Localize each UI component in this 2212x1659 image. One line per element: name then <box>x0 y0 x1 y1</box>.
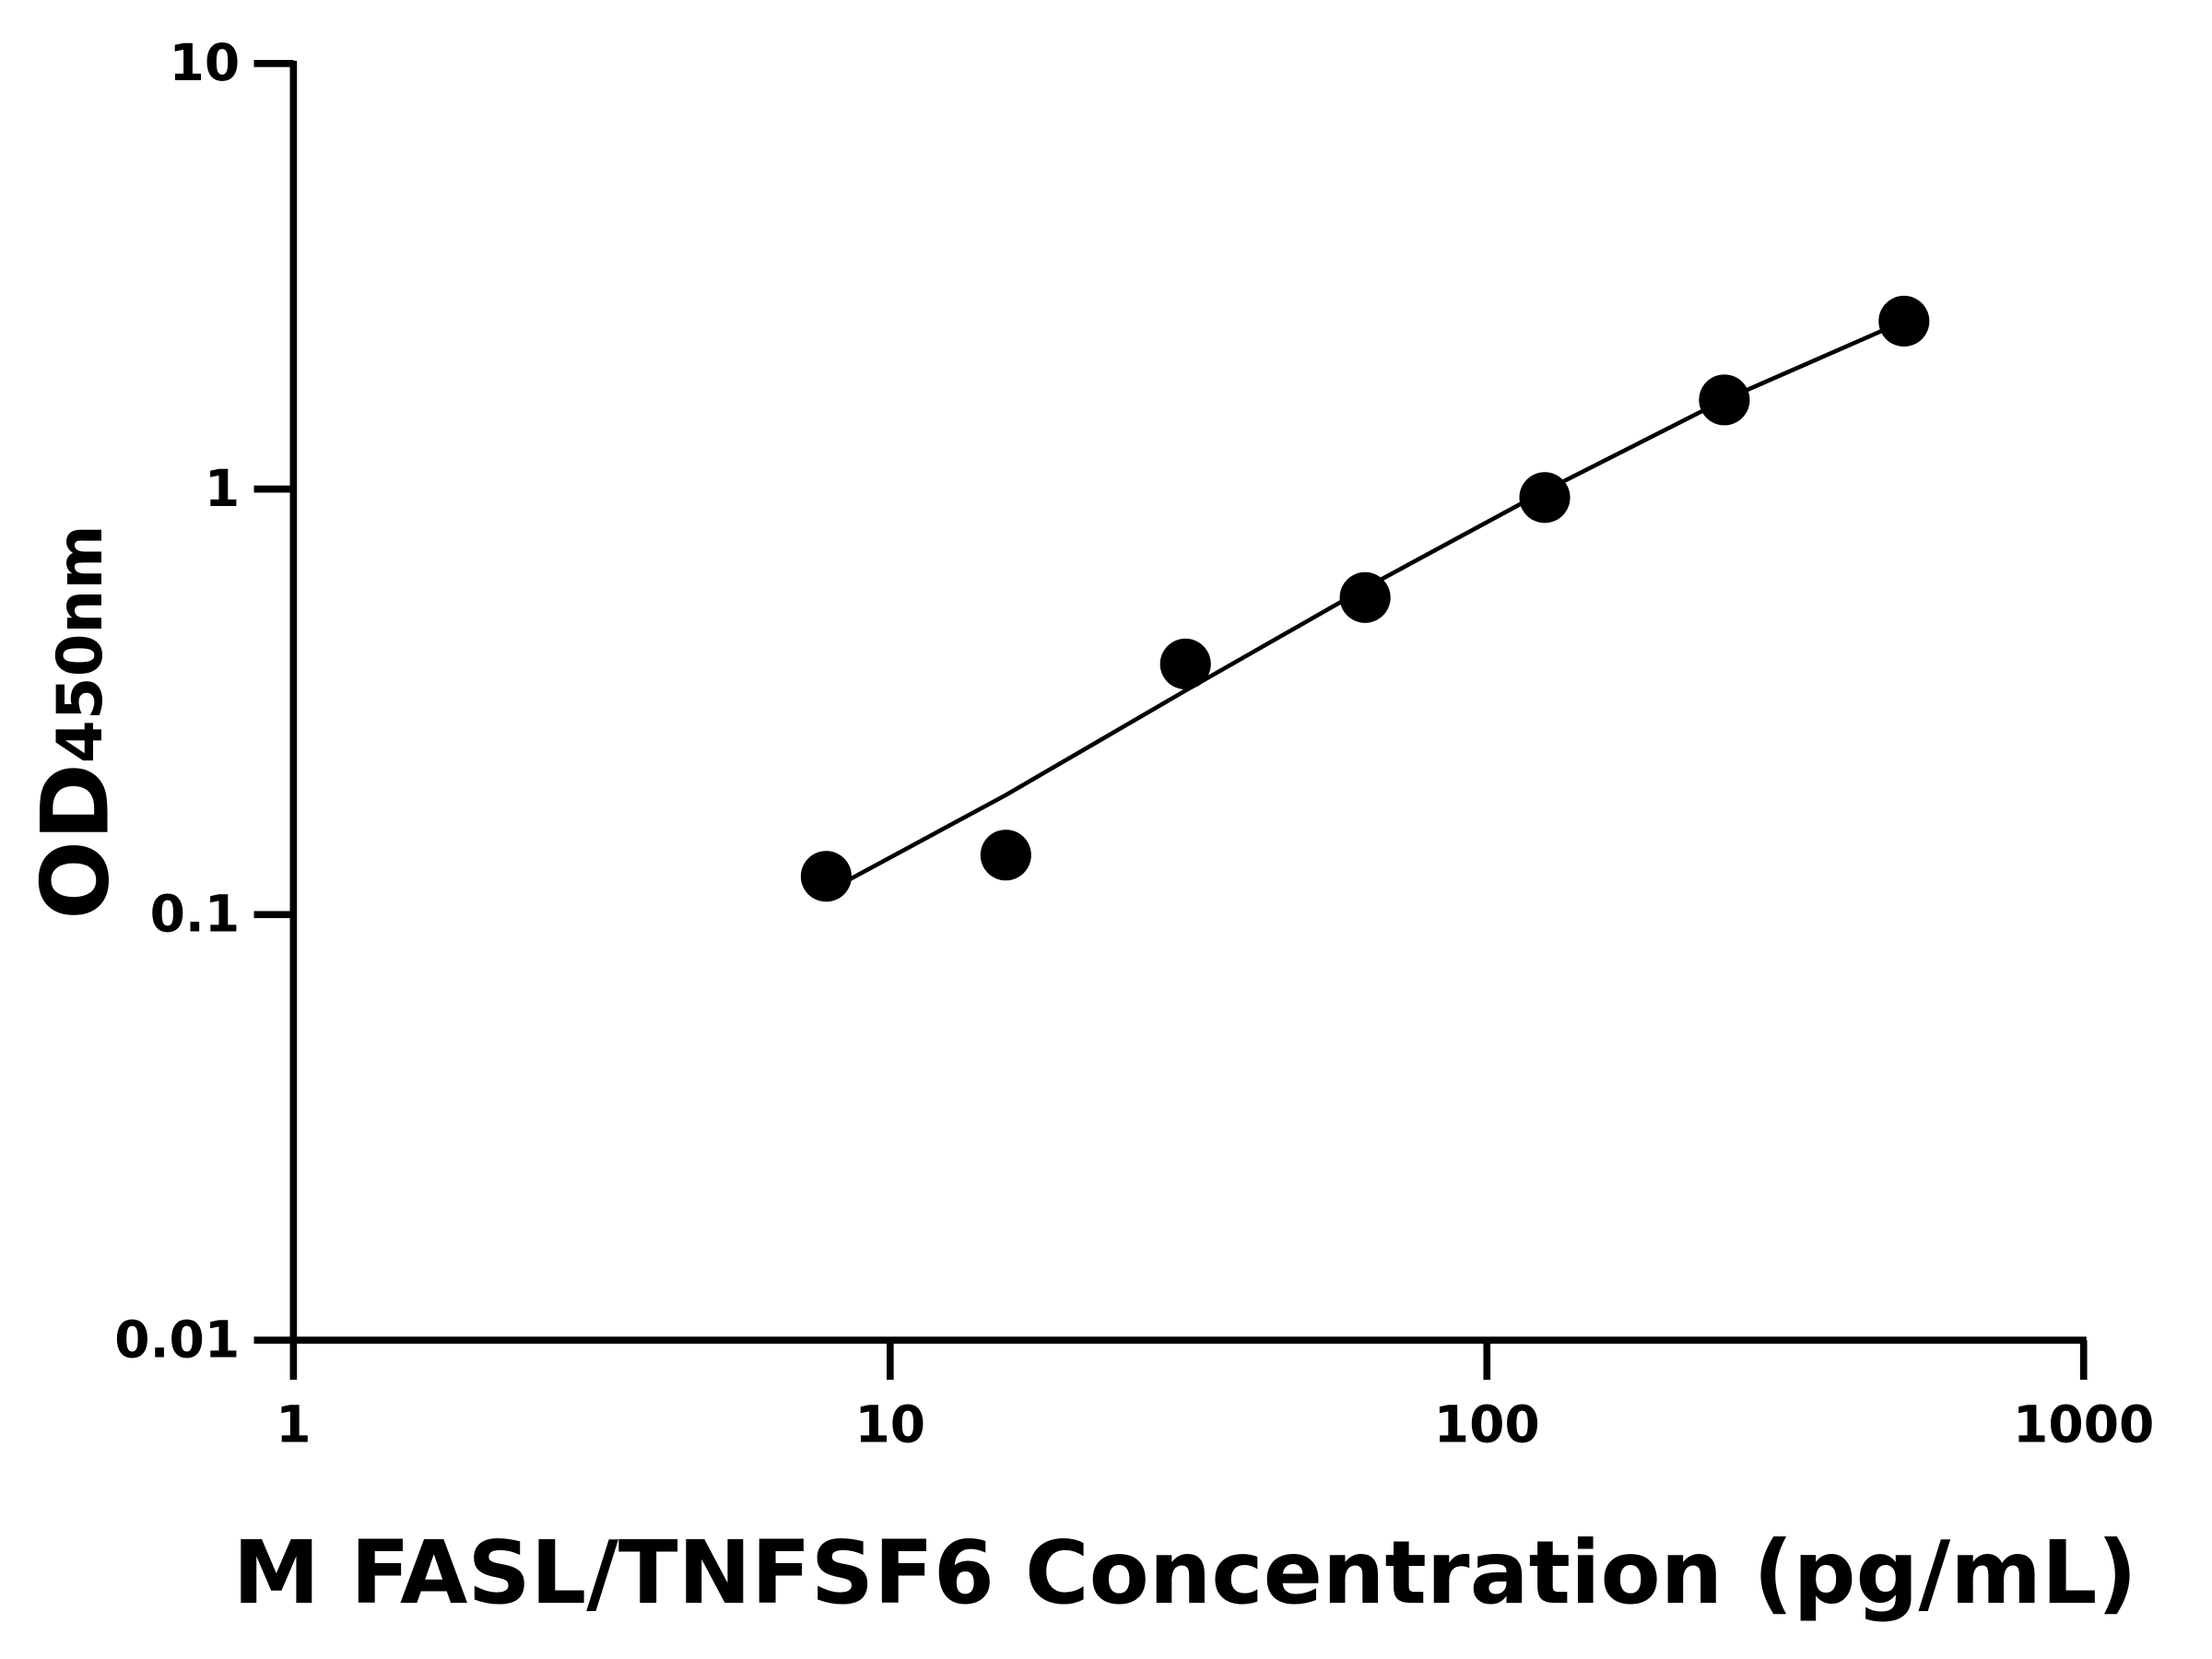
data-point <box>800 851 852 902</box>
x-tick-label: 1000 <box>2013 1394 2154 1453</box>
y-axis-label-subscript: 450nm <box>43 524 116 763</box>
x-tick-label: 1 <box>276 1394 311 1453</box>
data-point <box>1699 374 1750 426</box>
y-tick-label: 10 <box>170 33 241 92</box>
data-point <box>1159 638 1211 690</box>
x-axis-label: M FASL/TNFSF6 Concentration (pg/mL) <box>233 1523 2137 1624</box>
y-tick-label: 0.01 <box>114 1310 240 1369</box>
y-tick-label: 1 <box>205 459 240 518</box>
x-tick-label: 100 <box>1434 1394 1540 1453</box>
data-point <box>980 830 1031 881</box>
data-point <box>1878 295 1930 347</box>
data-point <box>1519 472 1571 524</box>
x-tick-label: 10 <box>854 1394 925 1453</box>
y-tick-label: 0.1 <box>150 885 241 944</box>
data-point <box>1339 571 1391 623</box>
y-axis-label-main: OD <box>20 763 129 920</box>
y-axis-label: OD450nm <box>20 524 129 919</box>
